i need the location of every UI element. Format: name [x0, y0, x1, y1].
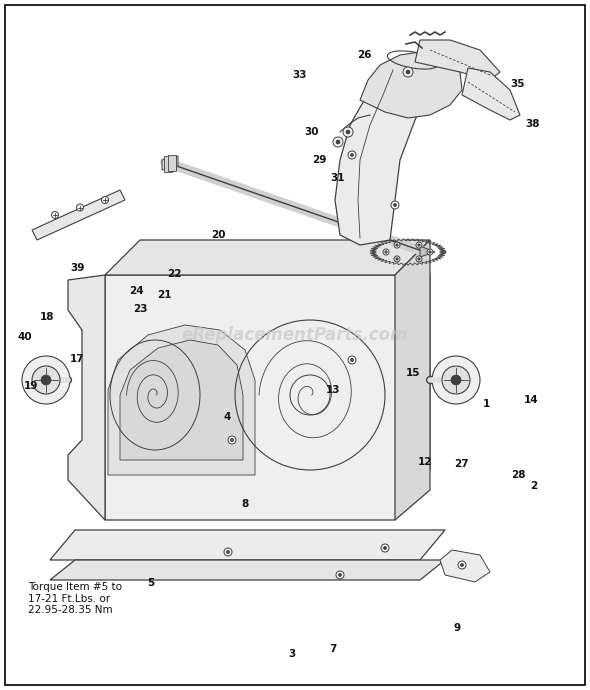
Text: 14: 14	[524, 395, 538, 405]
Text: 29: 29	[313, 155, 327, 165]
Text: 28: 28	[511, 470, 525, 480]
Circle shape	[350, 153, 353, 157]
Circle shape	[381, 544, 389, 552]
Circle shape	[461, 564, 464, 566]
Circle shape	[418, 258, 420, 260]
Circle shape	[228, 436, 236, 444]
Text: 17: 17	[70, 354, 84, 364]
Circle shape	[336, 571, 344, 579]
Text: 13: 13	[326, 385, 340, 395]
Circle shape	[231, 439, 234, 442]
Text: 19: 19	[24, 382, 38, 391]
Polygon shape	[68, 275, 105, 520]
Circle shape	[427, 249, 433, 255]
Circle shape	[343, 127, 353, 137]
Circle shape	[406, 70, 410, 74]
Text: 12: 12	[418, 457, 432, 467]
Circle shape	[418, 244, 420, 246]
Polygon shape	[50, 530, 445, 560]
Circle shape	[41, 375, 51, 385]
Text: 39: 39	[71, 263, 85, 273]
Text: Torque Item #5 to
17-21 Ft.Lbs. or
22.95-28.35 Nm: Torque Item #5 to 17-21 Ft.Lbs. or 22.95…	[28, 582, 122, 615]
Circle shape	[394, 256, 400, 262]
Text: 31: 31	[330, 173, 345, 183]
Text: 1: 1	[483, 399, 490, 408]
Circle shape	[416, 256, 422, 262]
Polygon shape	[360, 52, 462, 118]
Circle shape	[101, 197, 109, 204]
Text: 2: 2	[530, 482, 537, 491]
Circle shape	[383, 249, 389, 255]
Circle shape	[339, 573, 342, 577]
Text: 8: 8	[241, 499, 248, 509]
Polygon shape	[420, 246, 435, 257]
Text: 4: 4	[224, 413, 231, 422]
Circle shape	[336, 140, 340, 144]
Text: 7: 7	[330, 644, 337, 653]
Circle shape	[224, 548, 232, 556]
Text: 35: 35	[511, 79, 525, 89]
Text: 20: 20	[211, 230, 225, 239]
Polygon shape	[164, 156, 172, 172]
Polygon shape	[50, 560, 445, 580]
Polygon shape	[462, 68, 520, 120]
Text: 27: 27	[454, 459, 468, 469]
Circle shape	[396, 258, 398, 260]
Circle shape	[416, 242, 422, 248]
Polygon shape	[335, 55, 435, 245]
Circle shape	[385, 250, 387, 253]
Text: 22: 22	[167, 269, 181, 279]
Text: 40: 40	[18, 332, 32, 342]
Text: 23: 23	[133, 304, 148, 314]
Circle shape	[22, 356, 70, 404]
Circle shape	[350, 359, 353, 362]
Text: 5: 5	[147, 578, 154, 588]
Text: eReplacementParts.com: eReplacementParts.com	[182, 326, 408, 344]
Polygon shape	[32, 190, 125, 240]
Circle shape	[51, 212, 58, 219]
Text: 33: 33	[293, 70, 307, 79]
Circle shape	[391, 201, 399, 209]
Polygon shape	[440, 550, 490, 582]
Text: 30: 30	[304, 128, 319, 137]
Text: 38: 38	[525, 119, 539, 129]
Text: 18: 18	[40, 313, 54, 322]
Circle shape	[432, 356, 480, 404]
Polygon shape	[108, 325, 255, 475]
Circle shape	[442, 366, 470, 394]
Text: 3: 3	[289, 649, 296, 659]
Circle shape	[394, 242, 400, 248]
Polygon shape	[105, 275, 430, 520]
Circle shape	[396, 244, 398, 246]
Polygon shape	[120, 340, 243, 460]
Text: 21: 21	[157, 290, 171, 300]
Circle shape	[346, 130, 350, 134]
Circle shape	[348, 356, 356, 364]
Polygon shape	[162, 156, 178, 170]
Circle shape	[458, 561, 466, 569]
Circle shape	[451, 375, 461, 385]
Polygon shape	[415, 40, 500, 80]
Circle shape	[348, 151, 356, 159]
Text: 15: 15	[406, 368, 420, 377]
Circle shape	[77, 204, 84, 211]
Text: 24: 24	[130, 286, 144, 296]
Circle shape	[333, 137, 343, 147]
Circle shape	[403, 67, 413, 77]
Text: 26: 26	[358, 50, 372, 60]
Polygon shape	[395, 240, 430, 520]
Circle shape	[394, 204, 396, 206]
Circle shape	[32, 366, 60, 394]
Circle shape	[227, 551, 230, 553]
Text: 9: 9	[454, 623, 461, 633]
Polygon shape	[105, 240, 430, 275]
Polygon shape	[168, 155, 176, 171]
Circle shape	[384, 546, 386, 549]
Circle shape	[429, 250, 431, 253]
